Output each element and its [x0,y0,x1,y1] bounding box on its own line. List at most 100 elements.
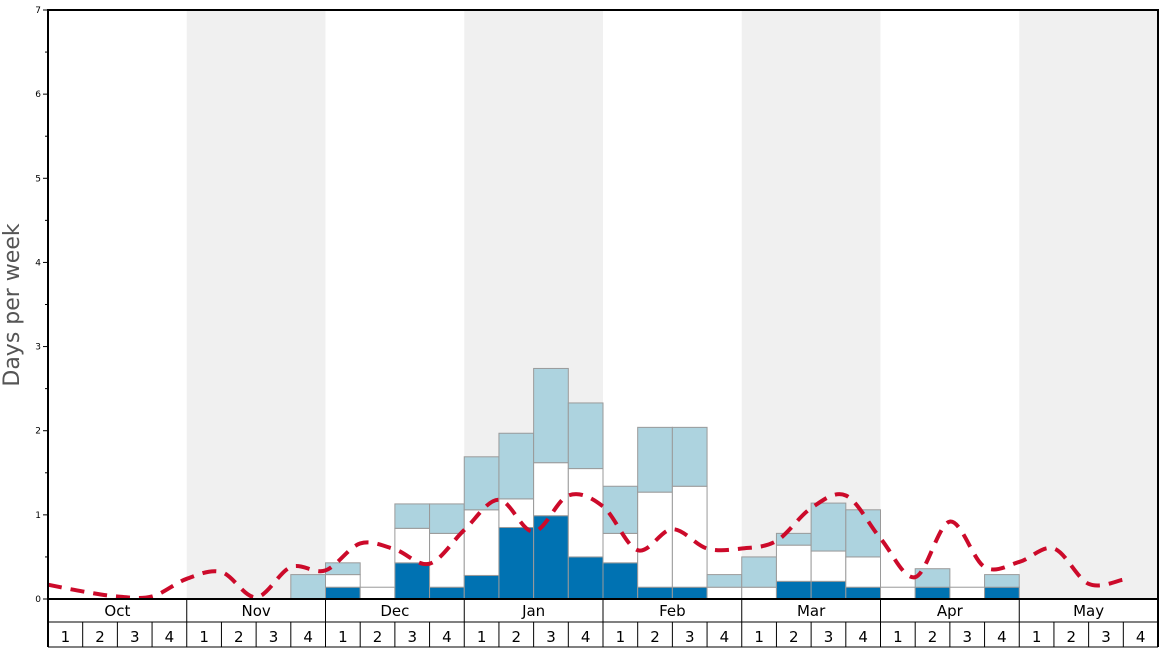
week-label-nov-1: 1 [199,628,209,646]
month-label-may: May [1073,602,1104,620]
y-tick-label-4: 4 [35,258,41,268]
week-label-mar-4: 4 [858,628,868,646]
week-label-jan-2: 2 [512,628,522,646]
month-label-dec: Dec [380,602,409,620]
week-label-jan-3: 3 [546,628,556,646]
month-label-jan: Jan [521,602,545,620]
y-tick-label-1: 1 [35,511,41,521]
bar-medium-w13 [463,509,500,576]
week-label-mar-1: 1 [754,628,764,646]
bar-medium-w19 [671,485,708,588]
month-label-mar: Mar [797,602,826,620]
bar-medium-w17 [602,532,639,564]
bar-deep-w14 [498,526,535,600]
week-label-nov-4: 4 [303,628,313,646]
week-label-may-4: 4 [1136,628,1146,646]
y-tick-label-3: 3 [35,343,41,353]
week-label-feb-4: 4 [720,628,730,646]
bar-light-w20 [706,574,743,588]
week-label-dec-2: 2 [373,628,383,646]
bar-light-w18 [637,426,673,493]
week-label-oct-3: 3 [130,628,140,646]
week-label-jan-4: 4 [581,628,591,646]
bar-light-w19 [671,426,708,487]
shade-nov [186,10,326,599]
bar-deep-w18 [637,586,673,600]
bar-deep-w19 [671,586,708,600]
y-tick-label-2: 2 [35,427,41,437]
week-label-mar-2: 2 [789,628,799,646]
week-label-feb-2: 2 [650,628,660,646]
bar-deep-w26 [914,586,951,600]
week-label-oct-1: 1 [61,628,71,646]
week-label-feb-1: 1 [616,628,626,646]
bar-deep-w9 [325,586,361,600]
y-tick-label-0: 0 [35,595,41,605]
trend-line [47,492,1124,600]
bar-medium-w16 [567,468,604,558]
week-label-dec-1: 1 [338,628,348,646]
bar-medium-w20 [706,586,743,600]
week-label-oct-2: 2 [95,628,105,646]
bar-light-w28 [984,574,1020,588]
y-tick-label-6: 6 [35,90,41,100]
y-tick-label-5: 5 [35,174,41,184]
bar-medium-w25 [880,586,916,600]
week-label-jan-1: 1 [477,628,487,646]
bar-deep-w12 [429,586,465,600]
bar-deep-w11 [394,562,431,600]
bar-medium-w18 [637,491,673,588]
week-label-oct-4: 4 [165,628,175,646]
bar-deep-w22 [775,580,812,600]
bar-light-w14 [498,432,535,500]
week-label-nov-2: 2 [234,628,244,646]
bar-deep-w23 [810,580,847,600]
week-label-feb-3: 3 [685,628,695,646]
y-tick-label-7: 7 [35,6,41,16]
bar-deep-w24 [845,586,881,600]
bar-deep-w13 [463,574,500,600]
week-label-dec-3: 3 [407,628,417,646]
week-label-nov-3: 3 [269,628,279,646]
bars-layer [290,367,1020,600]
bar-deep-w28 [984,586,1020,600]
week-label-may-1: 1 [1032,628,1042,646]
axes-layer: 0 1 2 3 4 5 6 7 Oct 1 2 3 4 Nov 1 2 3 4 Dec 1 2 3 4 Jan 1 2 3 4 Feb 1… [35,6,1159,648]
week-label-apr-4: 4 [997,628,1007,646]
bar-medium-w27 [949,586,986,600]
shade-may [1019,10,1158,599]
bar-light-w23 [810,502,847,552]
bar-light-w12 [429,503,465,534]
month-shading-layer [186,10,1158,599]
shade-mar [741,10,881,599]
month-label-feb: Feb [659,602,686,620]
month-label-apr: Apr [937,602,964,620]
week-label-may-2: 2 [1067,628,1077,646]
month-label-nov: Nov [241,602,270,620]
trend-line-layer [47,492,1124,600]
bar-deep-w16 [567,556,604,600]
week-label-apr-1: 1 [893,628,903,646]
bar-medium-w9 [325,574,361,588]
bar-medium-w12 [429,532,465,588]
week-label-apr-3: 3 [962,628,972,646]
bar-light-w17 [602,485,639,534]
bar-light-w21 [741,556,777,588]
bar-light-w16 [567,402,604,470]
bar-medium-w15 [533,462,569,517]
bar-deep-w17 [602,562,639,600]
bar-medium-w24 [845,556,881,588]
bar-medium-w23 [810,550,847,582]
bar-light-w8 [290,574,326,600]
bar-medium-w10 [359,586,396,600]
bar-light-w11 [394,503,431,529]
week-label-apr-2: 2 [928,628,938,646]
bar-medium-w11 [394,527,431,564]
bar-medium-w22 [775,544,812,582]
week-label-may-3: 3 [1101,628,1111,646]
y-axis-label: Days per week [0,223,25,386]
bar-light-w15 [533,367,569,464]
month-label-oct: Oct [104,602,130,620]
